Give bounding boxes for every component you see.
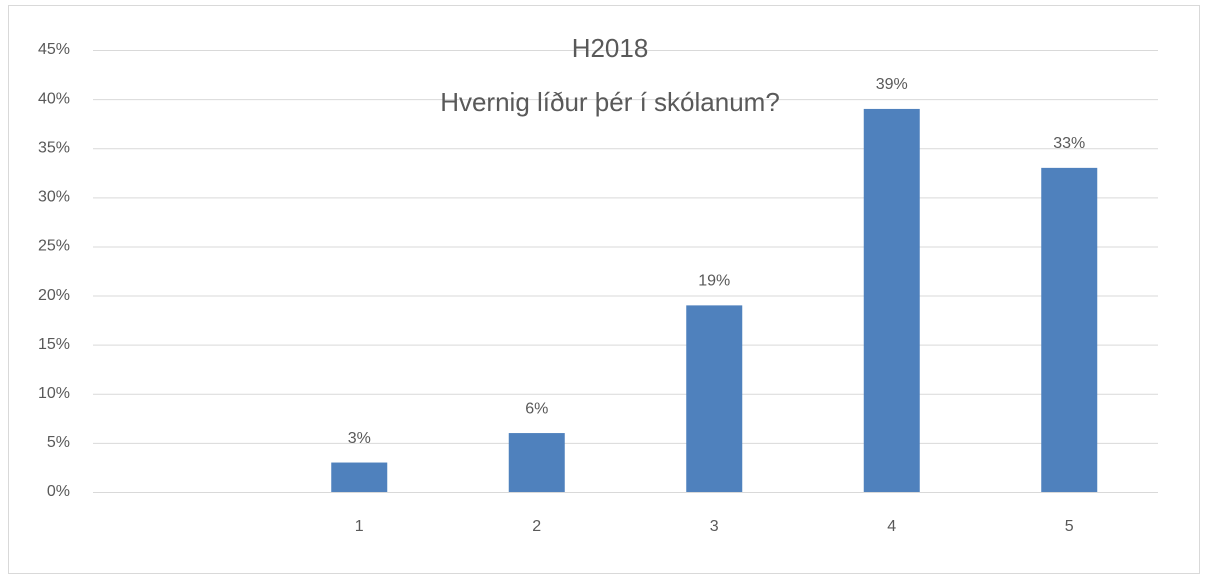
bar bbox=[508, 433, 565, 492]
y-tick-label: 5% bbox=[47, 434, 70, 451]
data-label: 3% bbox=[348, 430, 371, 447]
data-label: 19% bbox=[698, 273, 730, 290]
x-tick-label: 1 bbox=[355, 518, 364, 535]
bar bbox=[331, 462, 388, 492]
y-tick-label: 25% bbox=[38, 238, 70, 255]
x-tick-label: 3 bbox=[710, 518, 719, 535]
data-label: 6% bbox=[525, 400, 548, 417]
y-tick-label: 20% bbox=[38, 287, 70, 304]
bar bbox=[863, 108, 920, 492]
bar bbox=[686, 305, 743, 492]
chart-frame bbox=[8, 5, 1200, 574]
y-tick-label: 30% bbox=[38, 189, 70, 206]
bar bbox=[1041, 167, 1098, 492]
y-tick-label: 45% bbox=[38, 41, 70, 58]
data-label: 39% bbox=[876, 76, 908, 93]
chart-subtitle: Hvernig líður þér í skólanum? bbox=[440, 87, 780, 117]
y-tick-label: 35% bbox=[38, 139, 70, 156]
x-tick-label: 2 bbox=[532, 518, 541, 535]
data-label: 33% bbox=[1053, 135, 1085, 152]
y-tick-label: 40% bbox=[38, 90, 70, 107]
y-tick-label: 10% bbox=[38, 385, 70, 402]
x-tick-label: 5 bbox=[1065, 518, 1074, 535]
y-tick-label: 0% bbox=[47, 483, 70, 500]
y-tick-label: 15% bbox=[38, 336, 70, 353]
x-tick-label: 4 bbox=[887, 518, 896, 535]
chart-title: H2018 bbox=[572, 33, 649, 63]
